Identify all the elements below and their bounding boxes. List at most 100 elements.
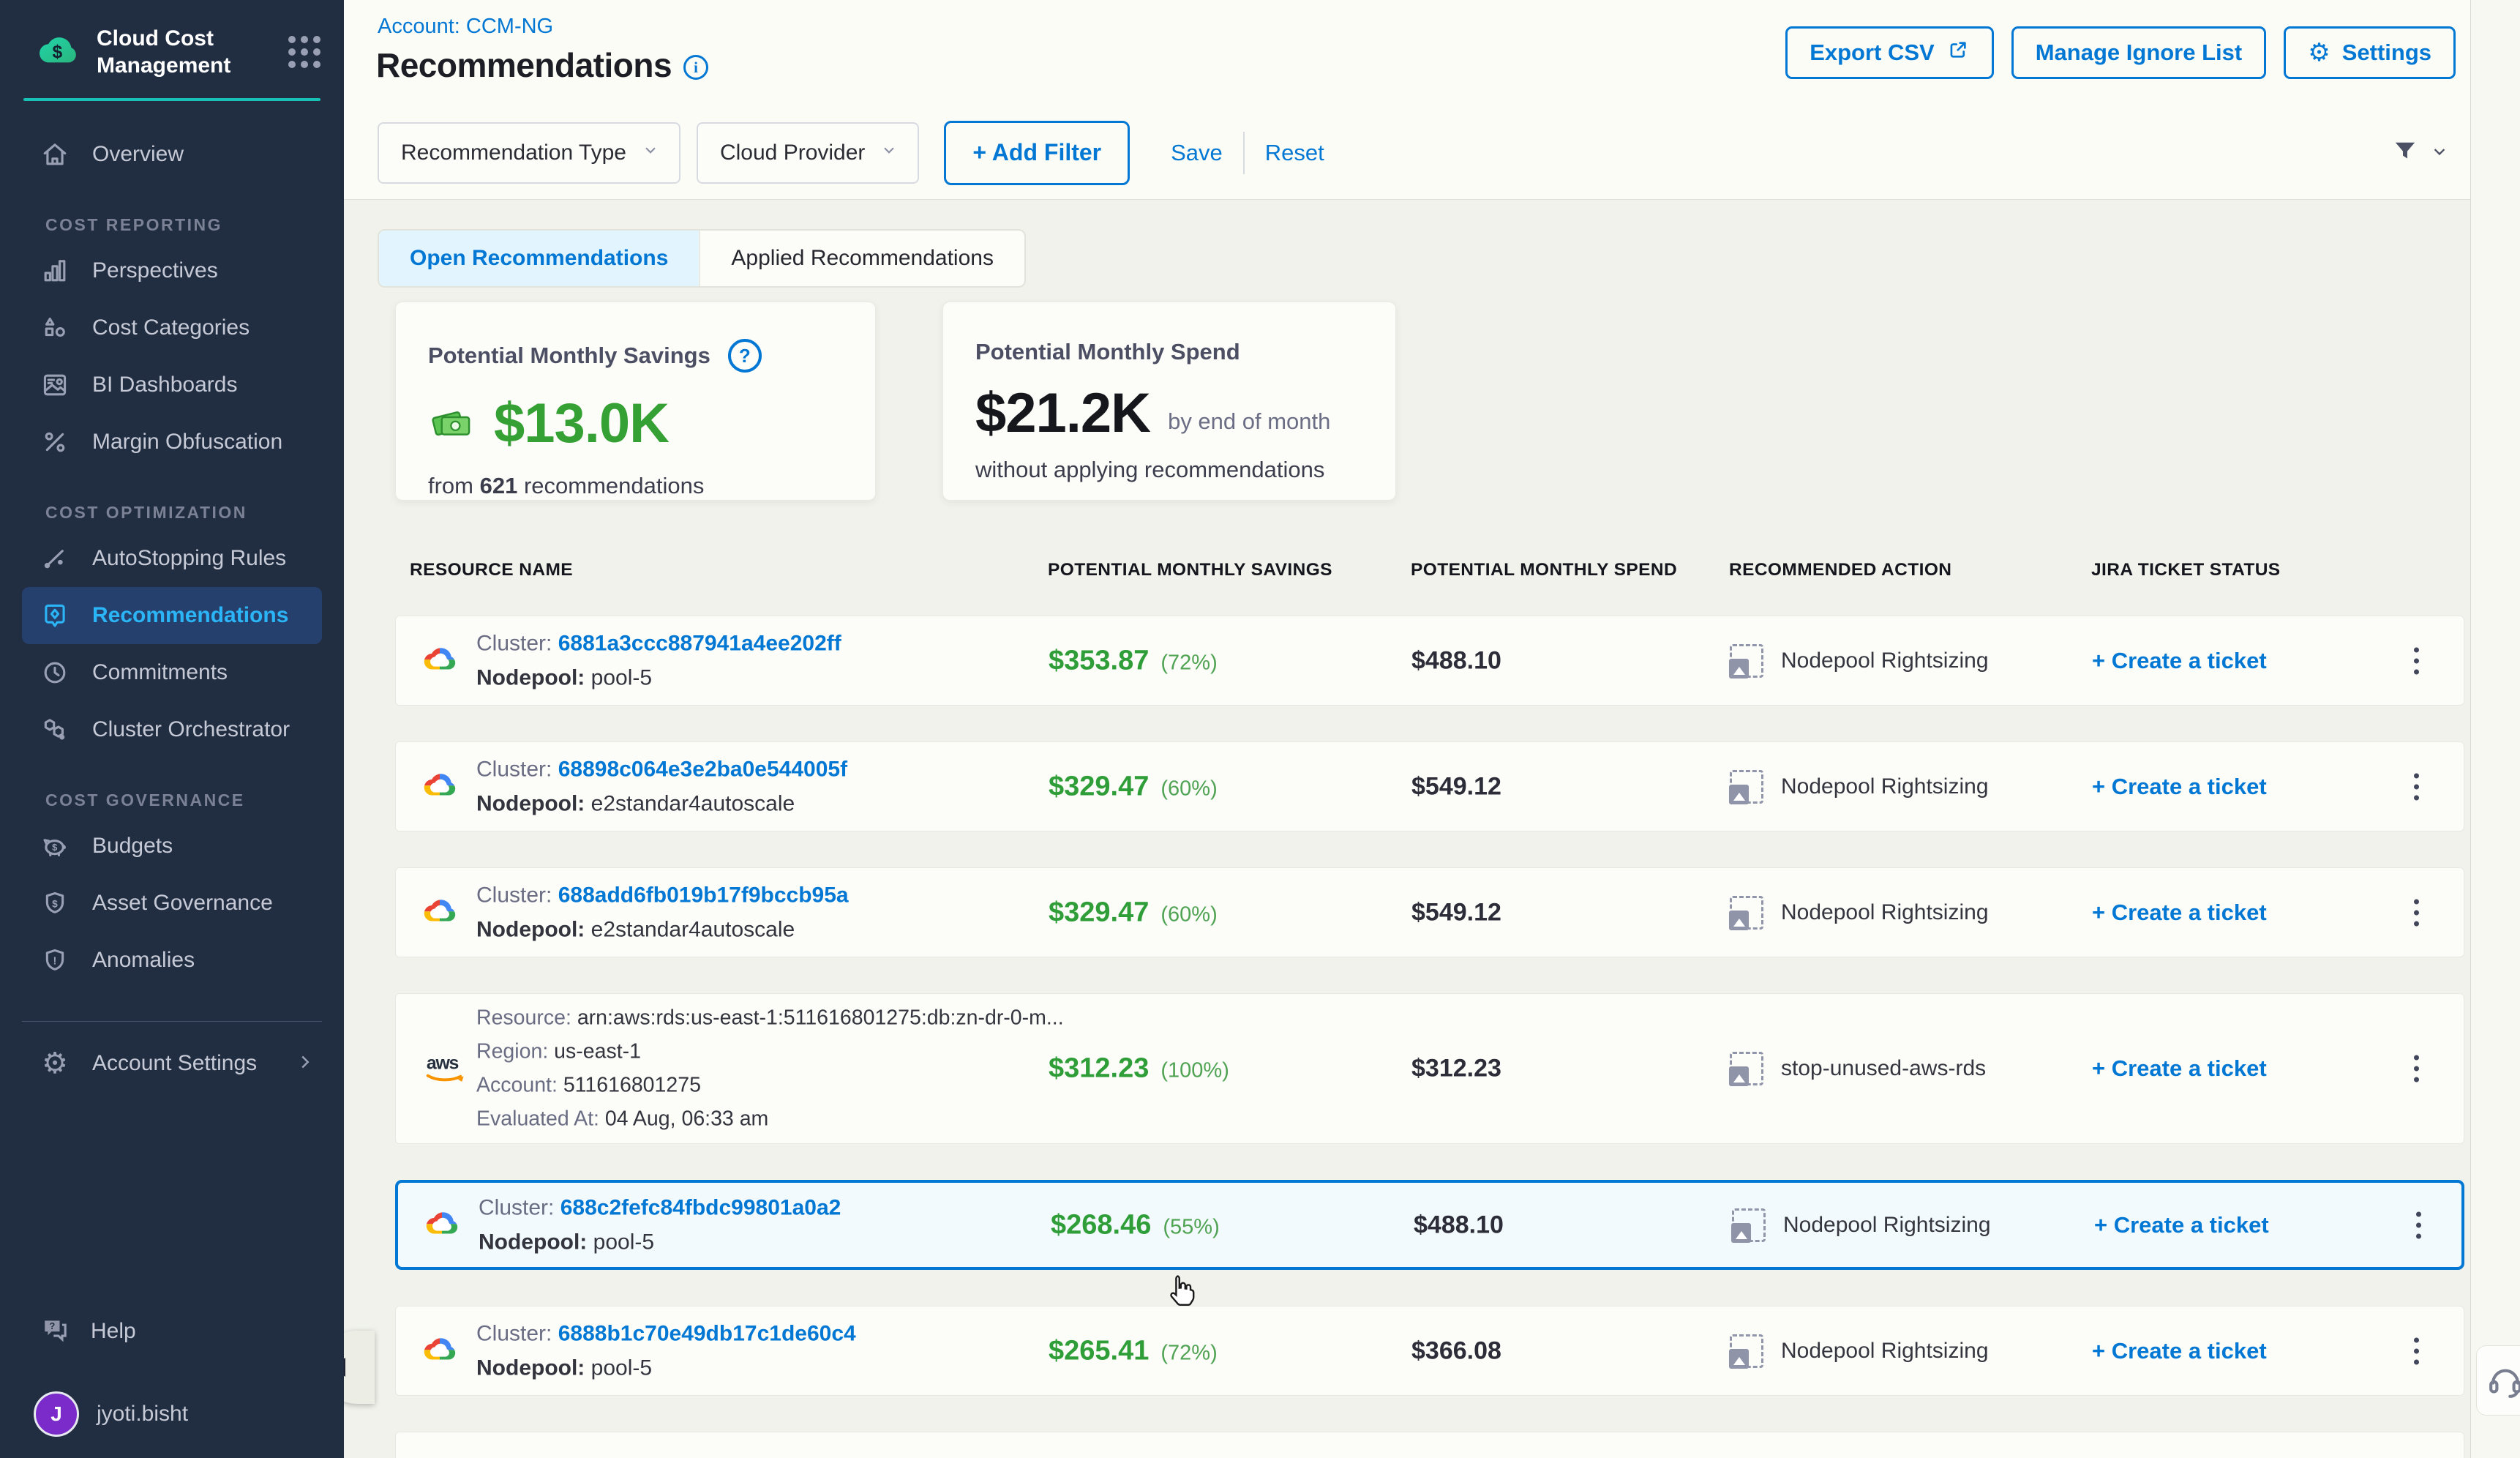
savings-percent: (72%) [1160,651,1218,674]
table-row-selected[interactable]: Cluster: 688c2fefc84fbdc99801a0a2 Nodepoo… [395,1180,2464,1270]
sidebar-item-autostopping-rules[interactable]: AutoStopping Rules [0,530,344,587]
resource-link[interactable]: 68898c064e3e2ba0e544005f [558,757,848,781]
manage-ignore-list-button[interactable]: Manage Ignore List [2011,26,2267,79]
resource-label: Cluster: [476,757,558,781]
sidebar-item-bi-dashboards[interactable]: BI Dashboards [0,356,344,414]
info-icon[interactable]: i [683,55,709,80]
table-row[interactable]: Cluster: 68898c064e3e2ba0e544005f Nodepoo… [395,741,2464,831]
resource-link[interactable]: 6881a3ccc887941a4ee202ff [558,631,841,655]
create-ticket-button[interactable]: + Create a ticket [2092,1337,2267,1364]
row-menu-kebab-icon[interactable] [2407,1048,2426,1090]
table-row[interactable]: aws Resource: arn:aws:rds:us-east-1:51161… [395,993,2464,1144]
sidebar-item-help[interactable]: ? Help [0,1306,344,1357]
savings-subtitle: from 621 recommendations [428,473,705,498]
monthly-spend-cell: $366.08 [1411,1336,1501,1364]
create-ticket-button[interactable]: + Create a ticket [2092,1055,2267,1081]
app-title: Cloud Cost Management [97,26,231,78]
sidebar-item-label: Recommendations [92,603,289,627]
sidebar-item-anomalies[interactable]: ! Anomalies [0,932,344,989]
row-menu-kebab-icon[interactable] [2407,891,2426,933]
recommended-action-cell: Nodepool Rightsizing [1729,643,1989,678]
table-row[interactable]: Cluster: 688add6fb019b17f9bccb95a Nodepoo… [395,867,2464,957]
funnel-icon [2390,136,2420,171]
tab-applied-recommendations[interactable]: Applied Recommendations [699,231,1024,286]
sidebar-item-commitments[interactable]: Commitments [0,644,344,701]
app-logo-row[interactable]: $ Cloud Cost Management [0,0,344,98]
svg-text:$: $ [52,42,62,61]
action-label: Nodepool Rightsizing [1783,1212,1991,1237]
resource-label: Nodepool: [479,1230,593,1254]
resource-value: pool-5 [590,1356,653,1380]
resize-action-icon [1729,895,1763,930]
gear-icon: ⚙ [2308,39,2330,67]
row-menu-kebab-icon[interactable] [2409,1204,2429,1246]
row-menu-kebab-icon[interactable] [2407,1330,2426,1372]
sidebar-item-label: Overview [92,142,184,166]
settings-button[interactable]: ⚙ Settings [2284,26,2456,79]
shield-dollar-icon: $ [38,886,72,920]
piggy-icon: $ [38,829,72,863]
tab-group: Open Recommendations Applied Recommendat… [378,229,1026,288]
create-ticket-button[interactable]: + Create a ticket [2092,899,2267,925]
sidebar-item-overview[interactable]: Overview [0,126,344,183]
page-scrollbar[interactable] [2470,0,2520,1458]
sidebar-item-margin-obfuscation[interactable]: Margin Obfuscation [0,414,344,471]
sidebar-item-cluster-orchestrator[interactable]: Cluster Orchestrator [0,701,344,758]
recommended-action-cell: Nodepool Rightsizing [1731,1208,1991,1243]
svg-text:$: $ [52,898,58,909]
resource-value: e2standar4autoscale [590,917,795,941]
key-icon [38,542,72,575]
row-menu-kebab-icon[interactable] [2407,640,2426,681]
col-resource-name: RESOURCE NAME [410,560,573,580]
recommendation-type-dropdown[interactable]: Recommendation Type [378,122,680,184]
table-row[interactable]: Cluster: 6881a3ccc887941a4ee202ff Nodepoo… [395,616,2464,706]
savings-amount: $329.47 [1049,771,1150,801]
sidebar-item-recommendations[interactable]: Recommendations [22,587,322,644]
user-menu[interactable]: J jyoti.bisht [0,1385,344,1443]
sidebar-item-label: BI Dashboards [92,373,238,397]
resize-action-icon [1729,1334,1763,1369]
table-row[interactable]: Cluster: 6886e92f59a48cad86b5b1c6$244.05… [395,1432,2464,1458]
add-filter-button[interactable]: + Add Filter [944,120,1130,185]
home-icon [38,138,72,171]
user-name: jyoti.bisht [97,1402,189,1426]
monthly-spend-cell: $549.12 [1411,898,1501,926]
resource-link[interactable]: 688add6fb019b17f9bccb95a [558,883,849,907]
question-icon[interactable]: ? [727,339,762,373]
support-widget[interactable] [2476,1345,2520,1416]
action-label: Nodepool Rightsizing [1781,648,1989,673]
monthly-spend-cell: $549.12 [1411,772,1501,800]
resource-label: Cluster: [476,631,558,655]
table-row[interactable]: Cluster: 6888b1c70e49db17c1de60c4 Nodepoo… [395,1306,2464,1396]
resource-link[interactable]: 688c2fefc84fbdc99801a0a2 [560,1195,841,1219]
sidebar-item-asset-governance[interactable]: $ Asset Governance [0,875,344,932]
recommendations-table: Cluster: 6881a3ccc887941a4ee202ff Nodepoo… [395,616,2464,1458]
sidebar-item-cost-categories[interactable]: Cost Categories [0,299,344,356]
sidebar-item-account-settings[interactable]: ⚙ Account Settings [0,1035,344,1092]
resource-link[interactable]: 6888b1c70e49db17c1de60c4 [558,1321,856,1345]
app-switcher-icon[interactable] [288,36,320,68]
create-ticket-button[interactable]: + Create a ticket [2094,1211,2269,1238]
breadcrumb-account-link[interactable]: Account: CCM-NG [378,15,554,38]
resource-value: pool-5 [593,1230,655,1254]
sidebar-item-label: Asset Governance [92,891,273,915]
shield-alert-icon: ! [38,943,72,977]
filter-panel-toggle[interactable] [2390,106,2450,200]
hex-icon [38,713,72,747]
tab-open-recommendations[interactable]: Open Recommendations [379,231,700,286]
svg-text:$: $ [52,842,57,853]
row-menu-kebab-icon[interactable] [2407,766,2426,807]
monthly-savings-cell: $329.47 (60%) [1049,771,1218,802]
sidebar-item-perspectives[interactable]: Perspectives [0,242,344,299]
create-ticket-button[interactable]: + Create a ticket [2092,773,2267,799]
create-ticket-button[interactable]: + Create a ticket [2092,647,2267,673]
savings-amount: $268.46 [1051,1209,1152,1240]
cloud-provider-dropdown[interactable]: Cloud Provider [696,122,920,184]
resource-label: Resource: [476,1006,577,1030]
monthly-savings-cell: $329.47 (60%) [1049,897,1218,928]
sidebar-item-budgets[interactable]: $ Budgets [0,818,344,875]
reset-filter-link[interactable]: Reset [1264,139,1324,165]
save-filter-link[interactable]: Save [1171,139,1223,165]
resize-action-icon [1729,769,1763,804]
export-csv-button[interactable]: Export CSV [1785,26,1994,79]
